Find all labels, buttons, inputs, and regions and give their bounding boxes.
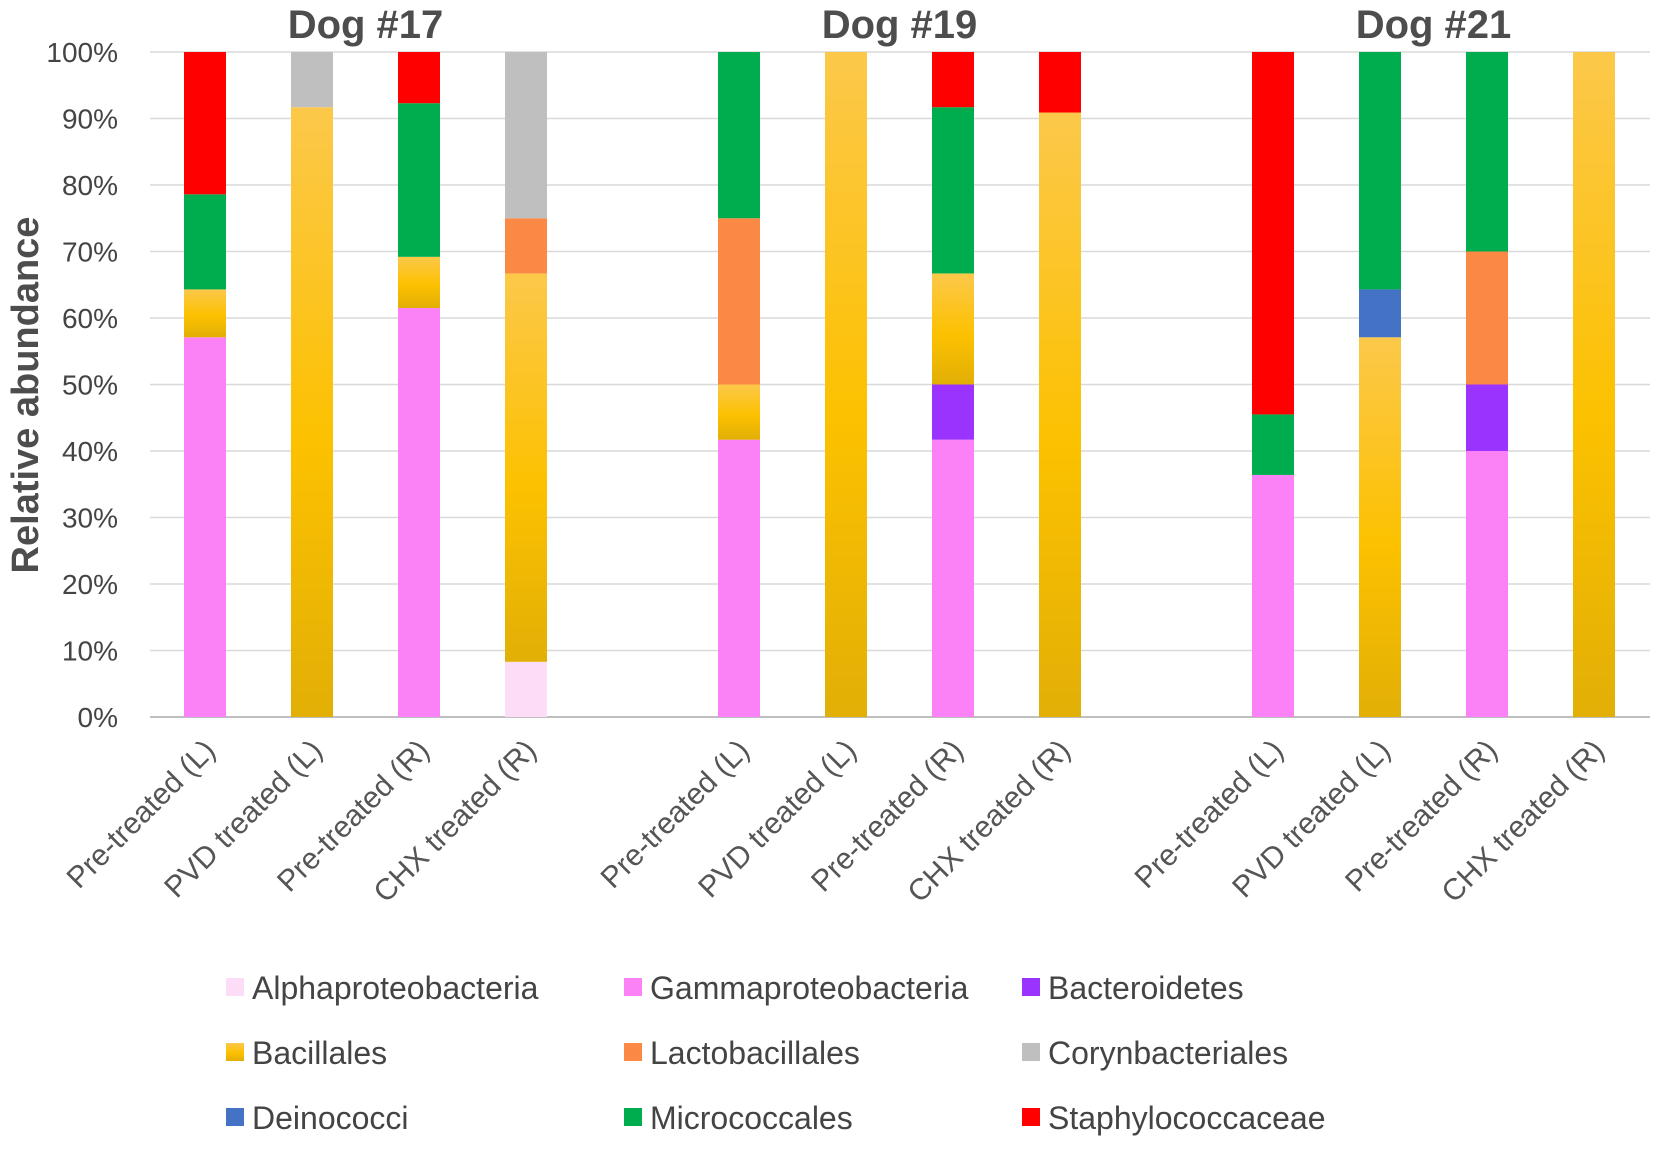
bar-segment-staphylococcaceae	[1252, 52, 1294, 415]
bar-segment-bacillales	[398, 256, 440, 309]
bar-dog-17-chx-treated-r	[505, 52, 547, 717]
bar-dog-21-pre-treated-r	[1466, 52, 1508, 717]
legend-item-lactobacillales: Lactobacillales	[624, 1035, 860, 1071]
bar-dog-21-chx-treated-r	[1573, 52, 1615, 717]
bar-segment-gammaproteobacteria	[718, 439, 760, 717]
legend-label: Lactobacillales	[650, 1035, 860, 1071]
legend-swatch	[1022, 1108, 1040, 1126]
legend-label: Staphylococcaceae	[1048, 1100, 1326, 1136]
bar-dog-21-pre-treated-l	[1252, 52, 1294, 717]
legend-swatch	[226, 978, 244, 996]
x-axis: Pre-treated (L)PVD treated (L)Pre-treate…	[61, 734, 1611, 909]
bar-segment-micrococcales	[1466, 52, 1508, 252]
bar-segment-corynbacteriales	[291, 52, 333, 108]
legend-item-bacillales: Bacillales	[226, 1035, 387, 1071]
bar-segment-micrococcales	[184, 194, 226, 290]
y-tick-label: 20%	[62, 569, 118, 600]
bar-segment-staphylococcaceae	[398, 52, 440, 104]
group-titles: Dog #17 Dog #19 Dog #21	[288, 3, 1512, 47]
legend-item-staphylococcaceae: Staphylococcaceae	[1022, 1100, 1326, 1136]
bar-segment-bacillales	[718, 384, 760, 440]
legend-label: Micrococcales	[650, 1100, 853, 1136]
bar-dog-17-pvd-treated-l	[291, 52, 333, 717]
bar-segment-bacteroidetes	[1466, 384, 1508, 451]
legend-swatch	[624, 978, 642, 996]
y-axis: 0% 10% 20% 30% 40% 50% 60% 70% 80% 90% 100%	[46, 37, 118, 733]
bar-segment-bacillales	[184, 289, 226, 338]
y-tick-label: 90%	[62, 104, 118, 135]
bar-segment-bacillales	[825, 52, 867, 717]
bar-dog-19-pre-treated-r	[932, 52, 974, 717]
bar-segment-bacillales	[291, 107, 333, 717]
legend-item-bacteroidetes: Bacteroidetes	[1022, 970, 1244, 1006]
legend-label: Deinococci	[252, 1100, 409, 1136]
bar-segment-deinococci	[1359, 289, 1401, 338]
bar-segment-lactobacillales	[1466, 251, 1508, 385]
legend-item-deinococci: Deinococci	[226, 1100, 409, 1136]
legend: Alphaproteobacteria Gammaproteobacteria Ba…	[226, 970, 1326, 1136]
bar-segment-micrococcales	[932, 107, 974, 274]
bar-segment-micrococcales	[1252, 414, 1294, 475]
legend-label: Bacillales	[252, 1035, 387, 1071]
bar-segment-bacillales	[1573, 52, 1615, 717]
legend-swatch	[1022, 1043, 1040, 1061]
legend-swatch	[226, 1043, 244, 1061]
bar-segment-micrococcales	[718, 52, 760, 219]
bar-segment-micrococcales	[398, 103, 440, 257]
legend-item-micrococcales: Micrococcales	[624, 1100, 853, 1136]
bar-dog-21-pvd-treated-l	[1359, 52, 1401, 717]
y-axis-label: Relative abundance	[5, 217, 47, 574]
gridlines	[150, 51, 1650, 718]
bar-segment-gammaproteobacteria	[184, 337, 226, 717]
legend-label: Bacteroidetes	[1048, 970, 1244, 1006]
bar-dog-19-pre-treated-l	[718, 52, 760, 717]
bar-segment-gammaproteobacteria	[1466, 451, 1508, 717]
y-tick-label: 100%	[46, 37, 118, 68]
y-tick-label: 10%	[62, 636, 118, 667]
bar-segment-staphylococcaceae	[184, 52, 226, 195]
bar-segment-lactobacillales	[505, 218, 547, 274]
legend-swatch	[624, 1043, 642, 1061]
group-title-dog-21: Dog #21	[1356, 3, 1512, 47]
legend-item-alphaproteobacteria: Alphaproteobacteria	[226, 970, 539, 1006]
group-title-dog-17: Dog #17	[288, 3, 444, 47]
bar-segment-bacteroidetes	[932, 384, 974, 440]
legend-item-corynbacteriales: Corynbacteriales	[1022, 1035, 1288, 1071]
bar-segment-staphylococcaceae	[932, 52, 974, 108]
bar-segment-gammaproteobacteria	[1252, 474, 1294, 717]
bar-dog-19-chx-treated-r	[1039, 52, 1081, 717]
bar-segment-bacillales	[505, 273, 547, 662]
legend-swatch	[624, 1108, 642, 1126]
bars	[184, 52, 1615, 717]
bar-segment-gammaproteobacteria	[932, 439, 974, 717]
bar-segment-staphylococcaceae	[1039, 52, 1081, 113]
bar-segment-bacillales	[932, 273, 974, 385]
y-tick-label: 30%	[62, 503, 118, 534]
legend-label: Gammaproteobacteria	[650, 970, 969, 1006]
legend-swatch	[226, 1108, 244, 1126]
legend-label: Alphaproteobacteria	[252, 970, 539, 1006]
y-tick-label: 0%	[78, 702, 118, 733]
bar-dog-17-pre-treated-r	[398, 52, 440, 717]
bar-segment-bacillales	[1359, 337, 1401, 717]
y-tick-label: 70%	[62, 237, 118, 268]
bar-dog-19-pvd-treated-l	[825, 52, 867, 717]
bar-segment-lactobacillales	[718, 218, 760, 385]
y-tick-label: 50%	[62, 370, 118, 401]
y-tick-label: 80%	[62, 170, 118, 201]
bar-segment-bacillales	[1039, 112, 1081, 717]
legend-swatch	[1022, 978, 1040, 996]
bar-segment-micrococcales	[1359, 52, 1401, 290]
y-tick-label: 60%	[62, 303, 118, 334]
legend-item-gammaproteobacteria: Gammaproteobacteria	[624, 970, 969, 1006]
bar-segment-alphaproteobacteria	[505, 661, 547, 717]
y-tick-label: 40%	[62, 436, 118, 467]
bar-segment-gammaproteobacteria	[398, 308, 440, 717]
legend-label: Corynbacteriales	[1048, 1035, 1288, 1071]
bar-segment-corynbacteriales	[505, 52, 547, 219]
bar-dog-17-pre-treated-l	[184, 52, 226, 717]
group-title-dog-19: Dog #19	[822, 3, 978, 47]
